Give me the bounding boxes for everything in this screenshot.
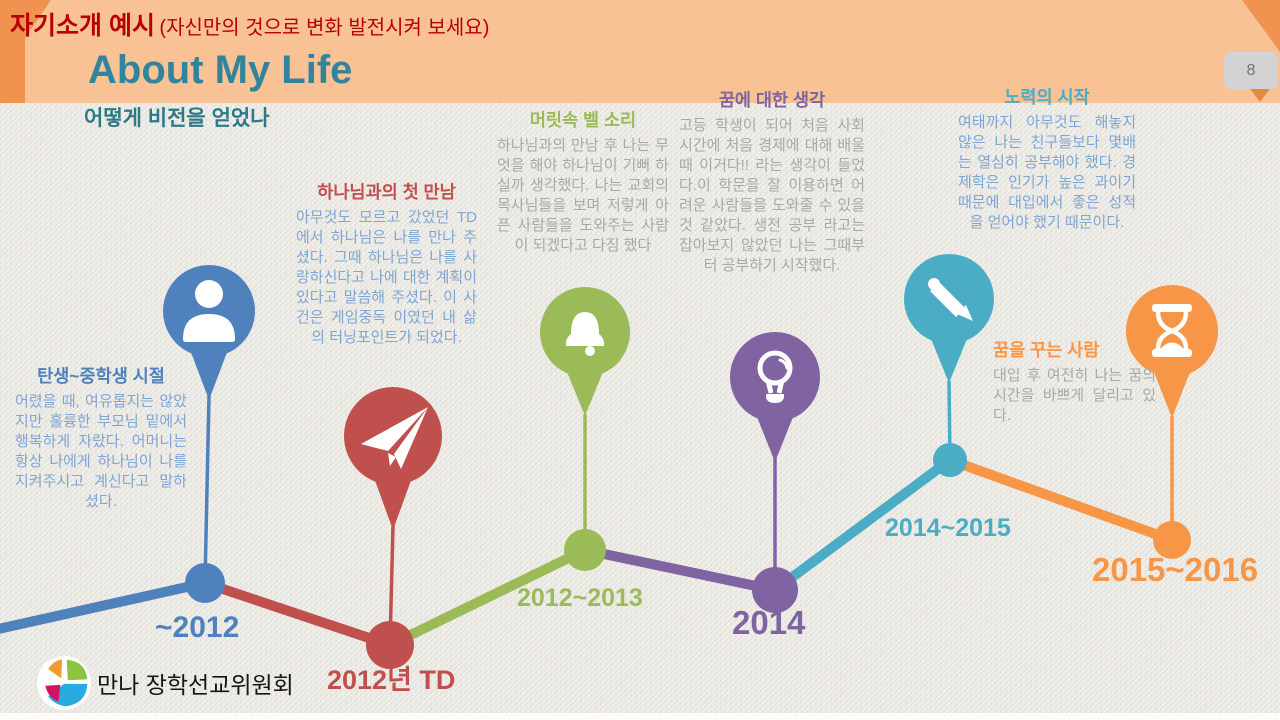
- event-body: 하나님과의 만남 후 나는 무엇을 해야 하나님이 기뻐 하실까 생각했다. 나…: [497, 137, 669, 254]
- pencil-icon: [928, 278, 973, 321]
- event-body: 아무것도 모르고 갔었던 TD에서 하나님은 나를 만나 주셨다. 그때 하나님…: [296, 209, 477, 346]
- timeline-node: [1153, 521, 1191, 559]
- timeline-node: [752, 567, 798, 613]
- timeline-node: [366, 621, 414, 669]
- pin-bell: [540, 287, 630, 416]
- event-block-dream-thought: 꿈에 대한 생각 고등 학생이 되어 처음 사회 시간에 처음 경제에 대해 배…: [679, 87, 865, 276]
- year-label: 2014: [732, 604, 806, 641]
- timeline-node: [933, 443, 967, 477]
- kicker-line: 자기소개 예시 (자신만의 것으로 변화 발전시켜 보세요): [10, 6, 489, 42]
- event-title: 꿈에 대한 생각: [718, 90, 826, 110]
- event-block-bell: 머릿속 벨 소리 하나님과의 만남 후 나는 무엇을 해야 하나님이 기뻐 하실…: [497, 107, 669, 256]
- person-icon: [183, 280, 235, 342]
- pin-hourglass: [1126, 285, 1218, 418]
- event-block-first-meeting: 하나님과의 첫 만남 아무것도 모르고 갔었던 TD에서 하나님은 나를 만나 …: [296, 179, 477, 348]
- lightbulb-icon: [757, 350, 793, 403]
- page-number-badge: 8: [1224, 52, 1278, 89]
- year-label: ~2012: [155, 611, 240, 644]
- pinwheel-cross-logo-icon: [36, 655, 92, 711]
- pin-effort: [904, 254, 994, 383]
- page-subtitle: 어떻게 비전을 얻었나: [84, 107, 270, 130]
- org-name: 만나 장학선교위원회: [97, 672, 294, 698]
- pin-idea: [730, 332, 820, 462]
- paper-plane-icon: [361, 407, 428, 469]
- event-title: 꿈을 꾸는 사람: [993, 340, 1100, 360]
- pin-connectors: [203, 380, 1174, 646]
- page-title: About My Life: [88, 48, 353, 92]
- kicker-title: 자기소개 예시: [10, 12, 155, 40]
- event-block-effort: 노력의 시작 여태까지 아무것도 해놓지 않은 나는 친구들보다 몇배는 열심히…: [958, 84, 1136, 233]
- event-title: 탄생~중학생 시절: [37, 366, 165, 386]
- year-label: 2015~2016: [1092, 551, 1259, 588]
- event-title: 노력의 시작: [1004, 87, 1090, 107]
- event-body: 여태까지 아무것도 해놓지 않은 나는 친구들보다 몇배는 열심히 공부해야 했…: [958, 114, 1136, 231]
- header-corner-shape: [1242, 0, 1280, 52]
- year-label: 2012~2013: [517, 584, 643, 612]
- event-title: 하나님과의 첫 만남: [317, 182, 456, 202]
- timeline-node: [564, 529, 606, 571]
- header-band: 자기소개 예시 (자신만의 것으로 변화 발전시켜 보세요) About My …: [0, 0, 1280, 103]
- hourglass-icon: [1152, 304, 1192, 357]
- timeline-node: [185, 563, 225, 603]
- year-label: 2012년 TD: [327, 665, 456, 695]
- event-title: 머릿속 벨 소리: [529, 110, 637, 130]
- pin-birth: [163, 265, 255, 400]
- bottom-edge-strip: [0, 713, 1280, 720]
- event-body: 고등 학생이 되어 처음 사회 시간에 처음 경제에 대해 배울 때 이거다!!…: [679, 117, 865, 274]
- pin-first-meeting: [344, 387, 442, 530]
- header-accent-band: [0, 0, 25, 103]
- event-body: 어렸을 때, 여유롭지는 않았지만 훌륭한 부모님 밑에서 행복하게 자랐다. …: [15, 393, 187, 510]
- bell-icon: [566, 312, 604, 356]
- event-block-birth: 탄생~중학생 시절 어렸을 때, 여유롭지는 않았지만 훌륭한 부모님 밑에서 …: [15, 363, 187, 512]
- year-label: 2014~2015: [885, 514, 1011, 542]
- timeline-path: [0, 455, 1177, 650]
- event-block-dreamer: 꿈을 꾸는 사람 대입 후 여전히 나는 꿈의 시간을 바쁘게 달리고 있다.: [993, 337, 1156, 426]
- event-body: 대입 후 여전히 나는 꿈의 시간을 바쁘게 달리고 있다.: [993, 367, 1156, 424]
- timeline-nodes: [185, 443, 1191, 669]
- kicker-note: (자신만의 것으로 변화 발전시켜 보세요): [159, 17, 490, 39]
